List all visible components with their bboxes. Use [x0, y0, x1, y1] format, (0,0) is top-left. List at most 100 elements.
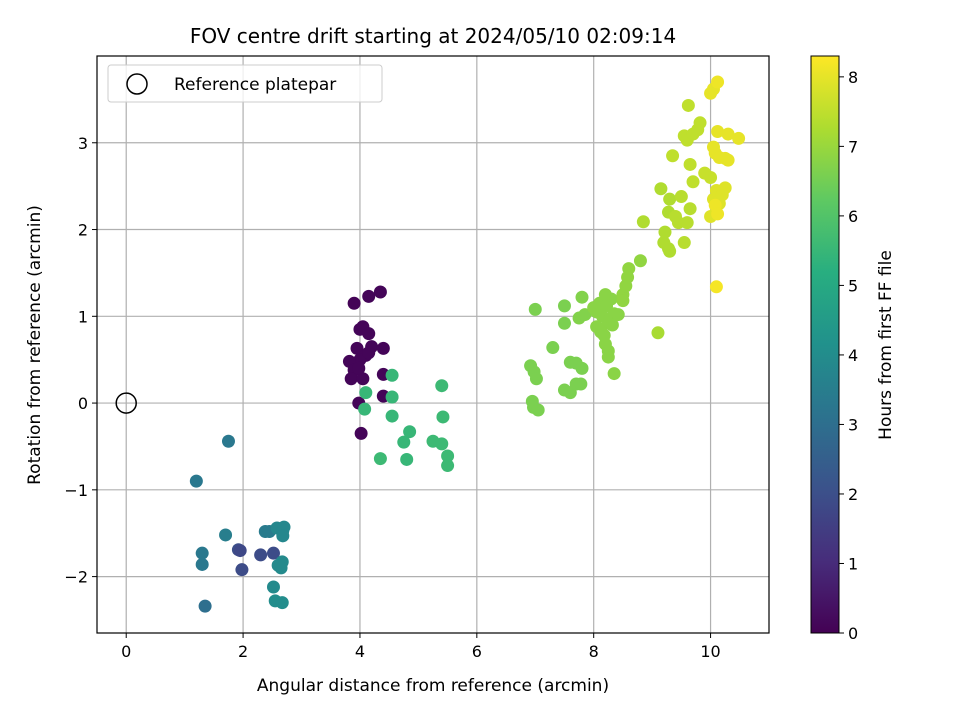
x-tick-label: 2: [238, 642, 248, 661]
scatter-point: [683, 157, 697, 171]
scatter-point: [683, 202, 697, 216]
scatter-point: [219, 528, 233, 542]
scatter-point: [557, 299, 571, 313]
scatter-point: [709, 280, 723, 294]
scatter-point: [373, 285, 387, 299]
scatter-point: [435, 379, 449, 393]
scatter-point: [347, 296, 361, 310]
scatter-point: [693, 116, 707, 130]
scatter-point: [362, 346, 376, 360]
scatter-point: [376, 341, 390, 355]
scatter-point: [359, 386, 373, 400]
y-tick-label: 2: [78, 221, 88, 240]
scatter-point: [663, 244, 677, 258]
scatter-point: [574, 377, 588, 391]
x-tick-label: 0: [121, 642, 131, 661]
scatter-point: [654, 182, 668, 196]
scatter-point: [601, 350, 615, 364]
scatter-point: [616, 294, 630, 308]
scatter-point: [575, 361, 589, 375]
y-tick-label: 1: [78, 307, 88, 326]
scatter-point: [385, 368, 399, 382]
scatter-point: [436, 410, 450, 424]
colorbar-tick-label: 8: [848, 68, 858, 87]
x-axis-label: Angular distance from reference (arcmin): [257, 676, 609, 696]
scatter-point: [266, 580, 280, 594]
scatter-point: [711, 207, 725, 221]
grid: [97, 56, 769, 633]
scatter-point: [674, 190, 688, 204]
colorbar-tick-label: 7: [848, 137, 858, 156]
scatter-point: [266, 546, 280, 560]
scatter-point: [276, 529, 290, 543]
scatter-point: [721, 153, 735, 167]
colorbar-tick-label: 6: [848, 207, 858, 226]
scatter-point: [529, 372, 543, 386]
scatter-point: [531, 403, 545, 417]
colorbar: [810, 55, 840, 634]
scatter-point: [528, 302, 542, 316]
scatter-point: [677, 236, 691, 250]
scatter-point: [189, 474, 203, 488]
scatter-point: [605, 318, 619, 332]
scatter-point: [350, 341, 364, 355]
scatter-point: [721, 127, 735, 141]
scatter-point: [221, 434, 235, 448]
scatter-point: [358, 402, 372, 416]
colorbar-tick-label: 3: [848, 415, 858, 434]
scatter-point: [681, 98, 695, 112]
scatter-point: [732, 131, 746, 145]
x-tick-label: 4: [355, 642, 365, 661]
scatter-point: [344, 372, 358, 386]
scatter-point: [557, 316, 571, 330]
reference-point-marker: [115, 392, 137, 414]
scatter-point: [636, 215, 650, 229]
scatter-point: [275, 596, 289, 610]
y-tick-label: 3: [78, 134, 88, 153]
legend-box: [107, 64, 383, 103]
scatter-point: [195, 546, 209, 560]
scatter-point: [711, 75, 725, 89]
y-axis-label: Rotation from reference (arcmin): [25, 205, 45, 485]
scatter-point: [198, 599, 212, 613]
scatter-point: [275, 555, 289, 569]
scatter-point: [356, 372, 370, 386]
scatter-point: [633, 254, 647, 268]
scatter-point: [354, 426, 368, 440]
scatter-point: [373, 452, 387, 466]
scatter-point: [578, 308, 592, 322]
scatter-point: [666, 149, 680, 163]
scatter-point: [362, 289, 376, 303]
x-tick-label: 10: [700, 642, 720, 661]
scatter-point: [385, 390, 399, 404]
scatter-point: [607, 367, 621, 381]
y-tick-label: −1: [64, 481, 88, 500]
colorbar-tick-label: 1: [848, 554, 858, 573]
scatter-point: [718, 181, 732, 195]
colorbar-tick-label: 2: [848, 485, 858, 504]
legend-marker-icon: [126, 73, 148, 95]
colorbar-ticks: 0 1 2 3 4 5 6 7 8: [839, 68, 858, 643]
scatter-point: [658, 225, 672, 239]
scatter-point: [397, 435, 411, 449]
colorbar-tick-label: 5: [848, 276, 858, 295]
y-tick-label: 0: [78, 394, 88, 413]
y-axis-ticks: −2 −1 0 1 2 3: [64, 134, 97, 587]
scatter-point: [235, 563, 249, 577]
scatter-point: [441, 459, 455, 473]
colorbar-label: Hours from first FF file: [876, 250, 896, 440]
y-tick-label: −2: [64, 568, 88, 587]
axes-frame: [96, 55, 770, 634]
scatter-point: [195, 557, 209, 571]
scatter-point: [622, 262, 636, 276]
scatter-point: [546, 341, 560, 355]
scatter-point: [403, 425, 417, 439]
scatter-point: [352, 361, 366, 375]
scatter-point: [611, 308, 625, 322]
scatter-point: [400, 452, 414, 466]
scatter-point: [254, 548, 268, 562]
scatter-point: [680, 216, 694, 230]
scatter-point: [575, 290, 589, 304]
colorbar-tick-label: 0: [848, 624, 858, 643]
